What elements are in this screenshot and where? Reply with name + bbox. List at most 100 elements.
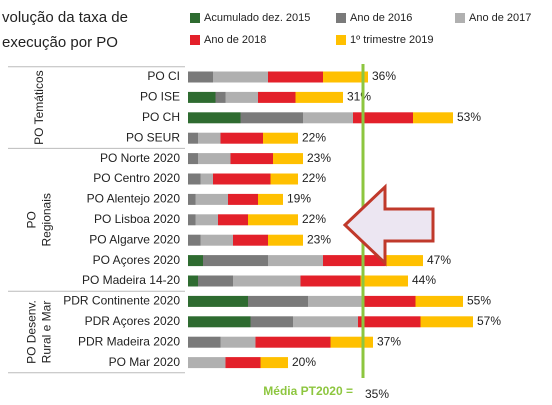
- bar-segment: [198, 275, 233, 287]
- bar-segment: [300, 275, 361, 287]
- bar-segment: [293, 316, 358, 328]
- bar-segment: [323, 255, 386, 267]
- bar-segment: [268, 255, 323, 267]
- bar-segment: [358, 316, 421, 328]
- bar-segment: [188, 295, 248, 307]
- bar-segment: [188, 71, 213, 83]
- value-label: 22%: [302, 212, 326, 226]
- group-label: PO: [25, 211, 39, 228]
- bar-segment: [225, 357, 261, 369]
- average-label: Média PT2020 =: [263, 384, 353, 398]
- value-label: 20%: [292, 355, 316, 369]
- bar-segment: [303, 112, 353, 124]
- bar-segment: [420, 316, 473, 328]
- bar-segment: [188, 214, 196, 226]
- bar-segment: [255, 336, 331, 348]
- legend-swatch: [336, 35, 346, 45]
- bar-segment: [220, 336, 256, 348]
- legend-swatch: [455, 13, 465, 23]
- bar-segment: [188, 357, 226, 369]
- category-label: PO Norte 2020: [100, 151, 180, 165]
- bar-segment: [188, 275, 198, 287]
- legend-label: Ano de 2017: [469, 12, 531, 24]
- bar-segment: [413, 112, 453, 124]
- bar-segment: [248, 295, 308, 307]
- bar-segment: [218, 214, 248, 226]
- bar-segment: [188, 91, 216, 103]
- bar-segment: [385, 255, 423, 267]
- bar-segment: [295, 91, 343, 103]
- bar-segment: [415, 295, 463, 307]
- group-label: PO Temáticos: [32, 70, 46, 144]
- category-label: PO Açores 2020: [93, 253, 181, 267]
- legend-label: Acumulado dez. 2015: [204, 12, 310, 24]
- legend-label: 1º trimestre 2019: [350, 34, 434, 46]
- bar-segment: [240, 112, 303, 124]
- average-value: 35%: [365, 387, 389, 401]
- chart-title: execução por PO: [2, 34, 118, 51]
- value-label: 22%: [302, 171, 326, 185]
- bar-segment: [203, 255, 268, 267]
- bar-segment: [188, 153, 198, 165]
- bar-segment: [268, 234, 303, 246]
- bar-segment: [270, 173, 298, 185]
- arrow: [342, 183, 435, 267]
- bar-segment: [200, 234, 233, 246]
- bar-segment: [188, 112, 241, 124]
- bar-segment: [330, 336, 373, 348]
- bar-segment: [213, 173, 271, 185]
- bar-segment: [363, 295, 416, 307]
- bar-segment: [248, 214, 298, 226]
- bar-segment: [195, 214, 218, 226]
- bar-segment: [353, 112, 413, 124]
- bar-segment: [225, 91, 258, 103]
- category-label: PDR Continente 2020: [63, 294, 180, 308]
- chart-title: volução da taxa de: [2, 9, 128, 26]
- bar-segment: [233, 234, 268, 246]
- bar-segment: [230, 153, 273, 165]
- value-label: 55%: [467, 294, 491, 308]
- legend-swatch: [190, 13, 200, 23]
- bar-segment: [188, 336, 221, 348]
- legend-label: Ano de 2018: [204, 34, 266, 46]
- category-label: PO Alentejo 2020: [87, 192, 181, 206]
- bar-segment: [273, 153, 303, 165]
- value-label: 44%: [412, 273, 436, 287]
- category-label: PO Centro 2020: [93, 171, 180, 185]
- bar-segment: [360, 275, 408, 287]
- bar-segment: [268, 71, 323, 83]
- bar-segment: [258, 193, 283, 205]
- group-label: PO Desenv.: [25, 300, 39, 364]
- bar-segment: [263, 132, 298, 144]
- category-label: PO Lisboa 2020: [94, 212, 180, 226]
- value-label: 47%: [427, 253, 451, 267]
- group-label: Regionais: [40, 193, 54, 246]
- bar-segment: [188, 132, 198, 144]
- bar-segment: [260, 357, 288, 369]
- value-label: 36%: [372, 69, 396, 83]
- bar-segment: [220, 132, 263, 144]
- value-label: 53%: [457, 110, 481, 124]
- bar-segment: [195, 193, 228, 205]
- value-label: 57%: [477, 314, 501, 328]
- bar-segment: [233, 275, 301, 287]
- category-label: PO Algarve 2020: [89, 232, 180, 246]
- value-label: 23%: [307, 232, 331, 246]
- group-label: Rural e Mar: [40, 301, 54, 364]
- bar-segment: [198, 132, 221, 144]
- value-label: 23%: [307, 151, 331, 165]
- bar-segment: [213, 71, 268, 83]
- bar-segment: [200, 173, 213, 185]
- category-label: PO ISE: [140, 90, 180, 104]
- legend-label: Ano de 2016: [350, 12, 412, 24]
- bar-segment: [188, 173, 201, 185]
- legend-swatch: [336, 13, 346, 23]
- bar-segment: [198, 153, 231, 165]
- category-label: PO CH: [142, 110, 180, 124]
- category-label: PO Madeira 14-20: [82, 273, 180, 287]
- category-label: PDR Madeira 2020: [78, 334, 180, 348]
- value-label: 37%: [377, 334, 401, 348]
- bar-segment: [215, 91, 226, 103]
- category-label: PO Mar 2020: [109, 355, 181, 369]
